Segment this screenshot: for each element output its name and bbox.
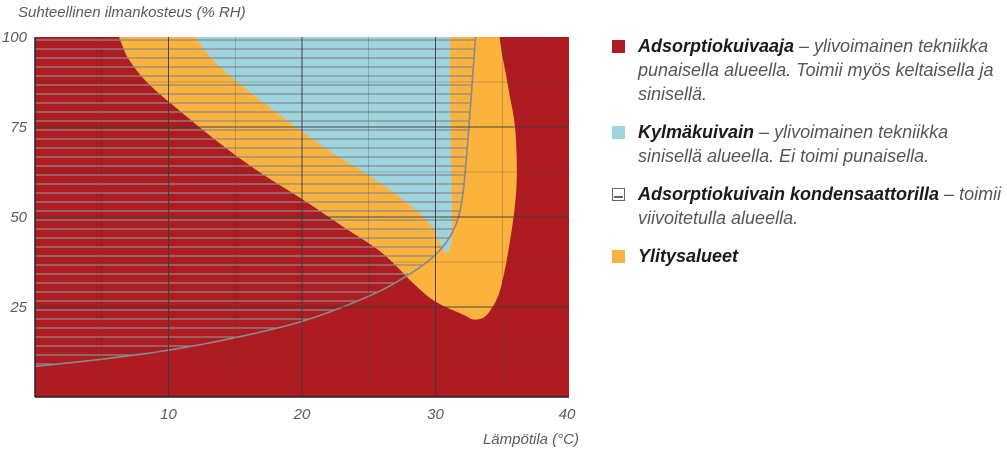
x-tick-label: 10 [160, 406, 177, 423]
legend-text: – toimii viivoitetulla alueella. [638, 184, 1002, 228]
y-tick-label: 50 [10, 209, 27, 226]
y-axis-title: Suhteellinen ilmankosteus (% RH) [18, 4, 246, 21]
legend-label: Kylmäkuivain [638, 122, 755, 142]
kondensaattori-boundary-line [35, 37, 477, 368]
x-tick-label: 30 [427, 406, 444, 423]
legend-item-adsorptiokuivaaja: Adsorptiokuivaaja – ylivoimainen tekniik… [612, 34, 1002, 106]
legend-label: Adsorptiokuivain kondensaattorilla [638, 184, 940, 204]
legend-text: – ylivoimainen tekniikka sinisellä aluee… [638, 122, 949, 166]
legend-swatch-red [612, 40, 625, 53]
legend: Adsorptiokuivaaja – ylivoimainen tekniik… [612, 34, 1002, 282]
x-axis-title: Lämpötila (°C) [483, 431, 579, 448]
legend-item-kylmakuivain: Kylmäkuivain – ylivoimainen tekniikka si… [612, 120, 1002, 168]
legend-label: Adsorptiokuivaaja [638, 36, 795, 56]
x-tick-label: 40 [559, 406, 576, 423]
legend-item-kondensaattori: Adsorptiokuivain kondensaattorilla – toi… [612, 182, 1002, 230]
region-kylmakuivain [195, 37, 452, 254]
legend-item-ylitysalueet: Ylitysalueet [612, 244, 1002, 268]
legend-swatch-yellow [612, 250, 625, 263]
chart: 10 20 30 40 25 50 75 100 Suhteellinen ilmankost… [2, 4, 579, 448]
y-tick-label: 75 [10, 119, 27, 136]
y-tick-label: 100 [2, 29, 28, 46]
legend-label: Ylitysalueet [638, 246, 739, 266]
grid [35, 37, 569, 397]
legend-swatch-blue [612, 126, 625, 139]
x-tick-label: 20 [293, 406, 311, 423]
legend-text: – ylivoimainen tekniikka punaisella alue… [638, 36, 994, 104]
legend-swatch-hatch [612, 188, 625, 201]
y-tick-label: 25 [9, 299, 27, 316]
